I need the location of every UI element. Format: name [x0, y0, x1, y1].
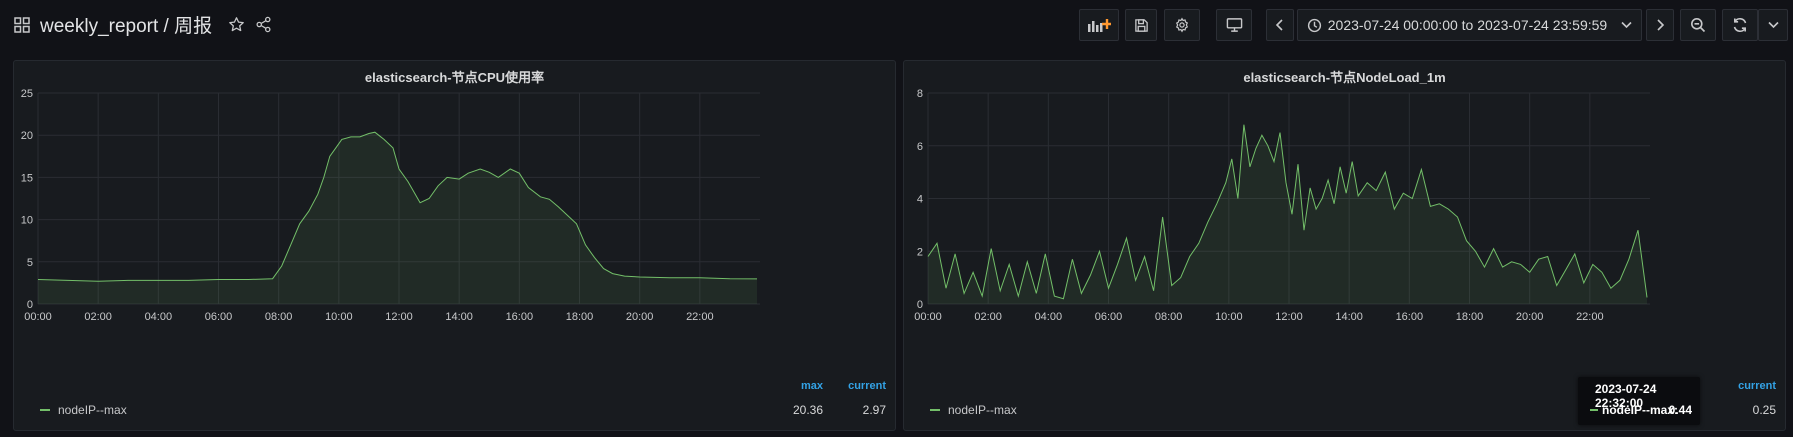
- dashboard-navbar: weekly_report / 周报 2023: [0, 0, 1793, 52]
- y-tick-label: 0: [27, 299, 33, 311]
- x-tick-label: 00:00: [914, 311, 942, 323]
- settings-icon: [1174, 17, 1190, 33]
- x-tick-label: 18:00: [566, 311, 594, 323]
- share-icon[interactable]: [255, 16, 272, 33]
- x-tick-label: 14:00: [1335, 311, 1363, 323]
- time-shift-back-button[interactable]: [1266, 9, 1294, 41]
- x-tick-label: 08:00: [265, 311, 293, 323]
- legend-swatch: [930, 409, 940, 411]
- x-tick-label: 20:00: [626, 311, 654, 323]
- legend-current-header[interactable]: current: [848, 380, 886, 392]
- dashboard-settings-button[interactable]: [1164, 9, 1200, 41]
- x-tick-label: 12:00: [385, 311, 413, 323]
- series-line: [927, 124, 1648, 300]
- x-tick-label: 10:00: [325, 311, 353, 323]
- time-range-picker[interactable]: 2023-07-24 00:00:00 to 2023-07-24 23:59:…: [1297, 9, 1642, 41]
- cpu-usage-panel[interactable]: elasticsearch-节点CPU使用率 0 5 10 15 20 25 00:00 02…: [13, 60, 896, 431]
- zoom-out-icon: [1690, 17, 1706, 33]
- chevron-down-icon: [1767, 21, 1779, 29]
- x-tick-label: 02:00: [974, 311, 1002, 323]
- x-tick-label: 02:00: [84, 311, 112, 323]
- y-tick-label: 25: [21, 88, 33, 100]
- y-tick-label: 2: [917, 246, 923, 258]
- refresh-icon: [1732, 17, 1748, 33]
- refresh-interval-dropdown[interactable]: [1758, 9, 1788, 41]
- chevron-down-icon: [1621, 21, 1632, 29]
- graph-tooltip: 2023-07-24 22:32:00 nodeIP--max: 0.44: [1578, 377, 1700, 425]
- legend-series-name: nodeIP--max: [58, 403, 127, 417]
- save-dashboard-button[interactable]: [1125, 9, 1157, 41]
- tv-mode-button[interactable]: [1216, 9, 1252, 41]
- x-tick-label: 16:00: [1396, 311, 1424, 323]
- x-tick-label: 22:00: [1576, 311, 1604, 323]
- x-tick-label: 22:00: [686, 311, 714, 323]
- add-panel-icon: [1087, 17, 1111, 33]
- time-shift-forward-button[interactable]: [1646, 9, 1674, 41]
- x-tick-label: 06:00: [205, 311, 233, 323]
- panel-title[interactable]: elasticsearch-节点NodeLoad_1m: [1243, 70, 1446, 85]
- series-line: [37, 131, 758, 282]
- page-title[interactable]: weekly_report / 周报: [40, 16, 213, 37]
- series-area: [928, 124, 1647, 304]
- tooltip-series: nodeIP--max:: [1590, 403, 1678, 417]
- cpu-usage-chart[interactable]: 0 5 10 15 20 25 00:00 02:00 04:00 06:00 08:00 10:00…: [14, 61, 897, 432]
- tooltip-swatch: [1590, 409, 1598, 411]
- dashboard-title-group: weekly_report / 周报: [14, 11, 272, 38]
- chevron-right-icon: [1655, 19, 1665, 31]
- y-tick-label: 8: [917, 88, 923, 100]
- tv-mode-icon: [1226, 17, 1243, 33]
- y-tick-label: 10: [21, 215, 33, 227]
- y-tick-label: 4: [917, 194, 923, 206]
- tooltip-time: 2023-07-24 22:32:00: [1595, 382, 1657, 410]
- x-tick-label: 20:00: [1516, 311, 1544, 323]
- x-tick-label: 04:00: [145, 311, 173, 323]
- y-tick-label: 15: [21, 172, 33, 184]
- series-area: [38, 132, 757, 304]
- y-tick-label: 20: [21, 130, 33, 142]
- legend-max-value: 20.36: [792, 403, 823, 417]
- y-tick-label: 5: [27, 257, 33, 269]
- clock-icon: [1307, 18, 1322, 33]
- tooltip-series-name: nodeIP--max:: [1602, 403, 1679, 417]
- refresh-button[interactable]: [1722, 9, 1758, 41]
- nodeload-chart[interactable]: 0 2 4 6 8 00:00 02:00 04:00 06:00 08:00 10:00 12:00…: [904, 61, 1787, 432]
- star-icon[interactable]: [228, 16, 245, 33]
- add-panel-button[interactable]: [1079, 9, 1119, 41]
- legend-max-header[interactable]: max: [800, 380, 823, 392]
- panel-title[interactable]: elasticsearch-节点CPU使用率: [364, 70, 545, 85]
- legend-series[interactable]: nodeIP--max: [40, 403, 127, 417]
- legend-swatch: [40, 409, 50, 411]
- zoom-out-button[interactable]: [1680, 9, 1716, 41]
- x-tick-label: 08:00: [1155, 311, 1183, 323]
- legend-current-value: 0.25: [1752, 403, 1776, 417]
- x-tick-label: 04:00: [1035, 311, 1063, 323]
- y-tick-label: 0: [917, 299, 923, 311]
- chevron-left-icon: [1275, 19, 1285, 31]
- legend-series-name: nodeIP--max: [948, 403, 1017, 417]
- x-tick-label: 18:00: [1456, 311, 1484, 323]
- x-tick-label: 00:00: [24, 311, 52, 323]
- x-tick-label: 06:00: [1095, 311, 1123, 323]
- legend-current-value: 2.97: [862, 403, 886, 417]
- x-tick-label: 14:00: [445, 311, 473, 323]
- x-tick-label: 12:00: [1275, 311, 1303, 323]
- save-icon: [1134, 18, 1149, 33]
- x-tick-label: 10:00: [1215, 311, 1243, 323]
- apps-icon[interactable]: [14, 16, 30, 33]
- legend-current-header[interactable]: current: [1738, 380, 1776, 392]
- x-tick-label: 16:00: [506, 311, 534, 323]
- nodeload-panel[interactable]: elasticsearch-节点NodeLoad_1m 0 2 4 6 8 00:00 02…: [903, 60, 1786, 431]
- tooltip-value: 0.44: [1668, 403, 1692, 417]
- time-range-label: 2023-07-24 00:00:00 to 2023-07-24 23:59:…: [1327, 17, 1608, 33]
- y-tick-label: 6: [917, 141, 923, 153]
- legend-series[interactable]: nodeIP--max: [930, 403, 1017, 417]
